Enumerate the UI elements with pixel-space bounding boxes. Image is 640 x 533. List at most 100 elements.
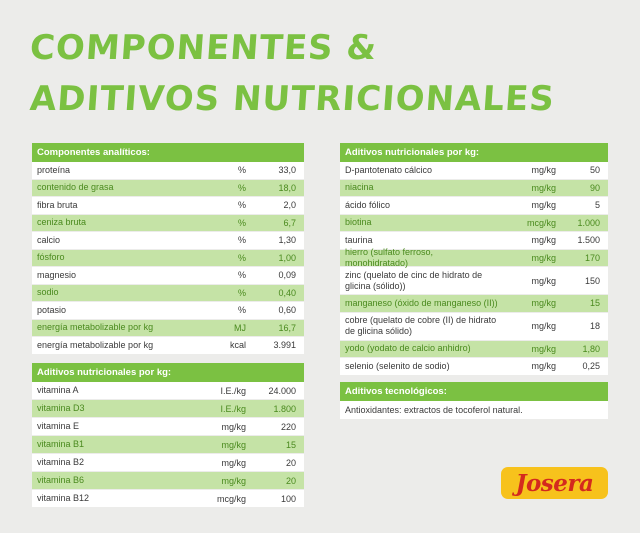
- nutrient-value: 5: [594, 200, 600, 211]
- nutrient-unit: %: [237, 235, 246, 246]
- table-row: fósforo% 1,00: [32, 249, 304, 267]
- table-row: energía metabolizable por kg MJ 16,7: [32, 319, 304, 337]
- nutrient-name: potasio: [37, 304, 67, 315]
- nutrient-unit: %: [237, 252, 246, 263]
- table-row: vitamina B2 mg/kg 20: [32, 454, 304, 472]
- technological-additives-table: Aditivos tecnológicos: Antioxidantes: ex…: [340, 382, 608, 419]
- technological-additives-note: Antioxidantes: extractos de tocoferol na…: [340, 401, 608, 419]
- nutrient-value: 1,80: [582, 343, 600, 354]
- nutrient-unit: kcal: [229, 340, 246, 351]
- nutrient-value: 18,0: [278, 182, 296, 193]
- table-row: vitamina A I.E./kg 24.000: [32, 382, 304, 400]
- nutrient-name: vitamina A: [37, 385, 79, 395]
- nutritional-additives-table: Aditivos nutricionales por kg: D-pantote…: [340, 143, 608, 376]
- nutrient-name: taurina: [345, 234, 373, 245]
- nutrient-value: 6,7: [283, 217, 296, 228]
- nutrient-name: selenio (selenito de sodio): [345, 360, 450, 371]
- table-row: sodio% 0,40: [32, 284, 304, 302]
- table-row: vitamina B6 mg/kg 20: [32, 472, 304, 490]
- table-row: selenio (selenito de sodio) mg/kg 0,25: [340, 358, 608, 376]
- nutritional-additives-header: Aditivos nutricionales por kg:: [340, 143, 608, 162]
- table-row: cobre (quelato de cobre (II) de hidrato …: [340, 312, 608, 341]
- nutrient-name: vitamina B6: [37, 475, 85, 485]
- nutrient-value: 0,40: [278, 287, 296, 298]
- table-row: hierro (sulfato ferroso, monohidratado) m…: [340, 246, 608, 268]
- table-row: potasio% 0,60: [32, 302, 304, 320]
- table-row: contenido de grasa% 18,0: [32, 179, 304, 197]
- nutrient-unit: mg/kg: [531, 182, 556, 193]
- nutrient-unit: mg/kg: [531, 200, 556, 211]
- nutrient-unit: mg/kg: [531, 235, 556, 246]
- nutrient-unit: mg/kg: [221, 439, 246, 450]
- nutrient-value: 1.500: [577, 235, 600, 246]
- nutrient-value: 15: [589, 298, 600, 309]
- nutrient-unit: mg/kg: [221, 457, 246, 468]
- table-row: energía metabolizable por kg kcal 3.991: [32, 337, 304, 355]
- table-row: proteína% 33,0: [32, 162, 304, 180]
- nutrient-value: 170: [584, 252, 600, 263]
- nutrient-value: 1,30: [278, 235, 296, 246]
- nutrient-value: 1.800: [273, 403, 296, 414]
- nutrient-unit: mg/kg: [531, 343, 556, 354]
- nutrient-unit: %: [237, 182, 246, 193]
- nutrient-value: 150: [584, 275, 600, 286]
- josera-logo-text: Josera: [515, 469, 594, 497]
- table-row: niacina mg/kg 90: [340, 179, 608, 197]
- nutrient-unit: mg/kg: [221, 421, 246, 432]
- table-row: ácido fólico mg/kg 5: [340, 197, 608, 215]
- nutrient-value: 20: [285, 475, 296, 486]
- nutrient-value: 0,60: [278, 305, 296, 316]
- nutrient-name: zinc (quelato de cinc de hidrato de glic…: [345, 269, 483, 291]
- nutrient-name: vitamina B12: [37, 493, 90, 503]
- table-row: yodo (yodato de calcio anhidro) mg/kg 1,80: [340, 340, 608, 358]
- nutrient-name: niacina: [345, 182, 374, 193]
- nutrient-unit: mcg/kg: [216, 493, 246, 504]
- nutrient-unit: %: [237, 217, 246, 228]
- table-row: ceniza bruta% 6,7: [32, 214, 304, 232]
- nutrient-name: vitamina E: [37, 421, 80, 431]
- nutrient-value: 33,0: [278, 165, 296, 176]
- table-row: vitamina D3 I.E./kg 1.800: [32, 400, 304, 418]
- nutrient-name: vitamina B1: [37, 439, 85, 449]
- nutrient-value: 0,25: [582, 361, 600, 372]
- nutrient-unit: mg/kg: [531, 252, 556, 263]
- nutrient-value: 1,00: [278, 252, 296, 263]
- nutrient-value: 15: [285, 439, 296, 450]
- technological-additives-header: Aditivos tecnológicos:: [340, 382, 608, 401]
- nutrient-name: hierro (sulfato ferroso, monohidratado): [345, 246, 434, 268]
- table-row: vitamina E mg/kg 220: [32, 418, 304, 436]
- nutrient-name: sodio: [37, 287, 59, 298]
- nutrient-unit: mg/kg: [531, 275, 556, 286]
- vitamins-table: Aditivos nutricionales por kg: vitamina …: [32, 363, 304, 508]
- table-row: zinc (quelato de cinc de hidrato de glic…: [340, 267, 608, 295]
- nutrient-name: cobre (quelato de cobre (II) de hidrato …: [345, 315, 497, 336]
- nutrient-unit: %: [237, 305, 246, 316]
- nutrient-unit: I.E./kg: [220, 403, 246, 414]
- nutrient-name: fósforo: [37, 252, 65, 263]
- nutrient-name: yodo (yodato de calcio anhidro): [345, 343, 471, 354]
- nutrient-name: ceniza bruta: [37, 217, 87, 228]
- nutrient-unit: mg/kg: [221, 475, 246, 486]
- nutrient-name: energía metabolizable por kg: [37, 322, 154, 333]
- nutrient-unit: %: [237, 270, 246, 281]
- table-row: taurina mg/kg 1.500: [340, 232, 608, 250]
- page-title-line-2: Aditivos Nutricionales: [28, 79, 557, 119]
- vitamins-header: Aditivos nutricionales por kg:: [32, 363, 304, 382]
- nutrient-unit: mg/kg: [531, 165, 556, 176]
- table-row: biotina mcg/kg 1.000: [340, 214, 608, 232]
- nutrient-name: magnesio: [37, 269, 77, 280]
- nutrient-unit: MJ: [234, 322, 246, 333]
- nutrient-value: 16,7: [278, 322, 296, 333]
- nutrient-value: 90: [589, 182, 600, 193]
- nutrient-unit: mg/kg: [531, 298, 556, 309]
- nutrient-unit: %: [237, 165, 246, 176]
- analytic-components-table: Componentes analíticos: proteína% 33,0 con…: [32, 143, 304, 355]
- nutrient-value: 220: [280, 421, 296, 432]
- nutrient-name: vitamina D3: [37, 403, 85, 413]
- nutrient-value: 24.000: [268, 385, 296, 396]
- nutrient-name: biotina: [345, 217, 372, 228]
- nutrient-unit: %: [237, 200, 246, 211]
- nutrient-value: 18: [589, 321, 600, 331]
- nutrient-name: ácido fólico: [345, 199, 391, 210]
- nutrient-value: 100: [280, 493, 296, 504]
